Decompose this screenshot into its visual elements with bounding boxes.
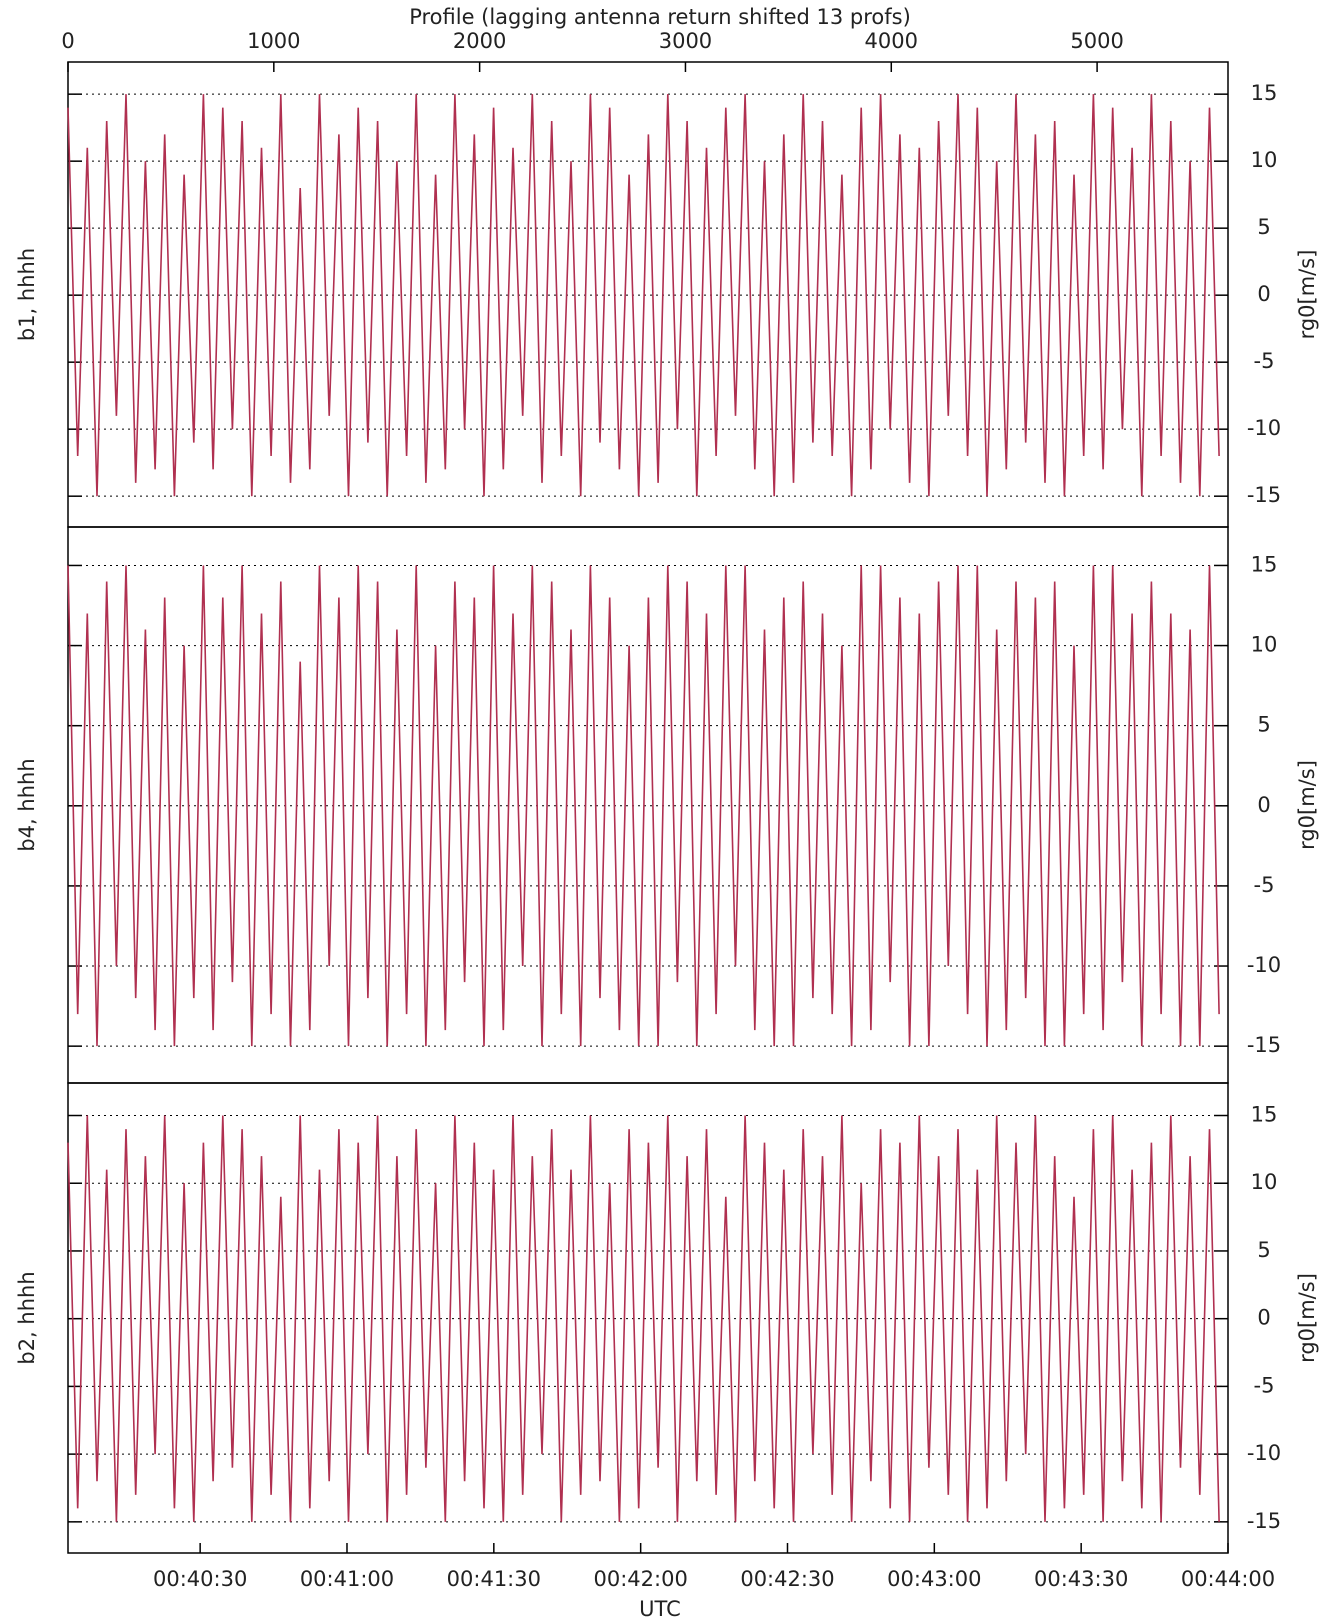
time-tick-label: 00:42:00 — [593, 1567, 687, 1591]
y-tick-label: 0 — [1257, 793, 1270, 817]
y-tick-label: 5 — [1257, 1238, 1270, 1262]
time-tick-label: 00:41:00 — [300, 1567, 394, 1591]
x-tick-label: 5000 — [1070, 29, 1123, 53]
x-tick-label: 4000 — [865, 29, 918, 53]
data-line — [67, 1115, 1220, 1522]
y-tick-label: -5 — [1254, 1373, 1275, 1397]
y-axis-label-right: rg0[m/s] — [1295, 250, 1319, 340]
y-axis-label: b2, hhhh — [15, 1271, 39, 1364]
time-tick-label: 00:43:30 — [1034, 1567, 1128, 1591]
y-tick-label: 15 — [1251, 1103, 1278, 1127]
top-axis-label: Profile (lagging antenna return shifted … — [409, 5, 911, 29]
x-tick-label: 3000 — [659, 29, 712, 53]
y-tick-label: -5 — [1254, 873, 1275, 897]
time-tick-label: 00:43:00 — [887, 1567, 981, 1591]
y-axis-label-right: rg0[m/s] — [1295, 1273, 1319, 1363]
y-tick-label: 10 — [1251, 148, 1278, 172]
y-tick-label: 10 — [1251, 1170, 1278, 1194]
y-tick-label: -10 — [1247, 1441, 1281, 1465]
y-tick-label: -10 — [1247, 416, 1281, 440]
y-tick-label: 5 — [1257, 713, 1270, 737]
data-line — [67, 565, 1220, 1047]
y-tick-label: -15 — [1247, 1033, 1281, 1057]
y-tick-label: 10 — [1251, 633, 1278, 657]
y-tick-label: -15 — [1247, 1509, 1281, 1533]
y-axis-label: b1, hhhh — [15, 248, 39, 341]
x-tick-label: 2000 — [453, 29, 506, 53]
bottom-axis-label: UTC — [639, 1597, 681, 1621]
y-tick-label: -10 — [1247, 953, 1281, 977]
y-axis-label: b4, hhhh — [15, 758, 39, 851]
y-tick-label: 0 — [1257, 1306, 1270, 1330]
y-tick-label: -15 — [1247, 483, 1281, 507]
y-tick-label: 0 — [1257, 282, 1270, 306]
y-tick-label: 5 — [1257, 215, 1270, 239]
time-tick-label: 00:44:00 — [1181, 1567, 1275, 1591]
y-tick-label: -5 — [1254, 349, 1275, 373]
y-tick-label: 15 — [1251, 552, 1278, 576]
time-tick-label: 00:41:30 — [447, 1567, 541, 1591]
x-tick-label: 1000 — [247, 29, 300, 53]
data-line — [67, 94, 1220, 497]
y-axis-label-right: rg0[m/s] — [1295, 760, 1319, 850]
time-tick-label: 00:40:30 — [153, 1567, 247, 1591]
x-tick-label: 0 — [61, 29, 74, 53]
y-tick-label: 15 — [1251, 81, 1278, 105]
time-tick-label: 00:42:30 — [740, 1567, 834, 1591]
